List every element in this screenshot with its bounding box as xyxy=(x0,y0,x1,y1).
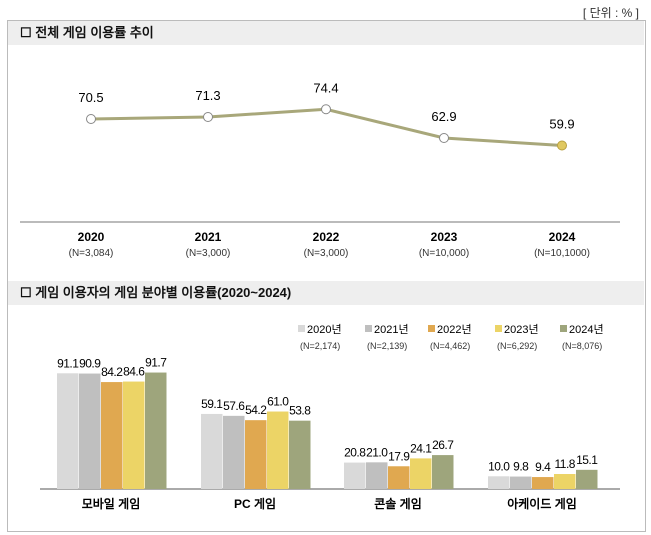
bar xyxy=(245,420,267,489)
series-line xyxy=(90,107,563,147)
data-point xyxy=(321,104,331,115)
bar-value-label: 15.1 xyxy=(576,453,598,467)
data-label: 71.3 xyxy=(195,88,220,103)
x-tick-sublabel: (N=10,1000) xyxy=(534,248,590,259)
bar-value-label: 91.1 xyxy=(57,356,79,370)
bar-value-label: 11.8 xyxy=(555,457,576,471)
bar-value-label: 61.0 xyxy=(267,395,289,409)
bar xyxy=(366,462,388,489)
bar xyxy=(388,466,410,489)
x-tick-label: 2020 xyxy=(78,230,105,244)
legend-label: 2020년 xyxy=(307,323,342,336)
section2-title: ☐ 게임 이용자의 게임 분야별 이용률(2020~2024) xyxy=(8,281,644,305)
data-point xyxy=(557,140,567,151)
data-point xyxy=(439,133,449,143)
bar xyxy=(57,373,79,489)
legend-label: 2023년 xyxy=(504,323,539,336)
legend-n: (N=2,139) xyxy=(367,341,407,351)
legend-swatch xyxy=(298,325,305,332)
bar-value-label: 9.4 xyxy=(535,460,551,474)
bar xyxy=(410,458,432,489)
x-tick-label: 2023 xyxy=(431,230,458,244)
legend-n: (N=8,076) xyxy=(562,341,602,351)
x-tick-sublabel: (N=3,084) xyxy=(69,248,114,259)
legend-swatch xyxy=(560,325,567,332)
bar-value-label: 17.9 xyxy=(388,449,410,463)
bar xyxy=(79,373,101,489)
bar xyxy=(267,411,289,489)
bar-value-label: 54.2 xyxy=(245,403,267,417)
x-tick-sublabel: (N=10,000) xyxy=(419,248,469,259)
bar xyxy=(289,420,311,489)
bar-value-label: 53.8 xyxy=(289,404,311,418)
bar xyxy=(201,413,223,489)
bar-value-label: 20.8 xyxy=(344,446,366,460)
bar-value-label: 59.1 xyxy=(201,397,223,411)
bar-value-label: 57.6 xyxy=(223,399,245,413)
legend-swatch xyxy=(365,325,372,332)
bar xyxy=(123,381,145,489)
data-point xyxy=(203,112,213,122)
legend-swatch xyxy=(495,325,502,332)
bar-value-label: 24.1 xyxy=(410,441,432,455)
bar xyxy=(145,372,167,489)
bar-value-label: 26.7 xyxy=(432,438,454,452)
bar xyxy=(432,455,454,489)
bar-value-label: 84.6 xyxy=(123,365,145,379)
bar xyxy=(223,415,245,489)
bar-value-label: 21.0 xyxy=(366,445,388,459)
data-label: 59.9 xyxy=(549,117,574,132)
legend-label: 2024년 xyxy=(569,323,604,336)
data-point xyxy=(86,114,96,124)
legend-label: 2022년 xyxy=(437,323,472,336)
x-tick-label: 2022 xyxy=(313,230,340,244)
category-label: PC 게임 xyxy=(234,497,276,511)
bar xyxy=(554,474,576,489)
legend-label: 2021년 xyxy=(374,323,409,336)
section1-title: ☐ 전체 게임 이용률 추이 xyxy=(8,21,644,45)
data-label: 74.4 xyxy=(313,80,338,95)
bar xyxy=(532,477,554,489)
bar-value-label: 84.2 xyxy=(101,365,123,379)
x-tick-label: 2021 xyxy=(195,230,222,244)
x-tick-label: 2024 xyxy=(549,230,576,244)
bar xyxy=(488,476,510,489)
legend-n: (N=4,462) xyxy=(430,341,470,351)
data-label: 70.5 xyxy=(78,90,103,105)
bar xyxy=(576,469,598,489)
bar xyxy=(344,462,366,489)
legend-n: (N=2,174) xyxy=(300,341,340,351)
legend-swatch xyxy=(428,325,435,332)
bar xyxy=(510,476,532,489)
bar xyxy=(101,382,123,489)
bar-value-label: 10.0 xyxy=(488,459,510,473)
category-label: 아케이드 게임 xyxy=(507,496,577,511)
x-tick-sublabel: (N=3,000) xyxy=(304,248,349,259)
category-label: 콘솔 게임 xyxy=(374,497,422,511)
bar-value-label: 9.8 xyxy=(513,460,529,474)
x-tick-sublabel: (N=3,000) xyxy=(186,248,231,259)
bar-value-label: 90.9 xyxy=(79,357,101,371)
chart-frame xyxy=(7,20,646,532)
unit-label: [ 단위 : % ] xyxy=(582,6,639,20)
bar-value-label: 91.7 xyxy=(145,356,167,370)
legend-n: (N=6,292) xyxy=(497,341,537,351)
category-label: 모바일 게임 xyxy=(82,496,141,511)
data-label: 62.9 xyxy=(431,109,456,124)
